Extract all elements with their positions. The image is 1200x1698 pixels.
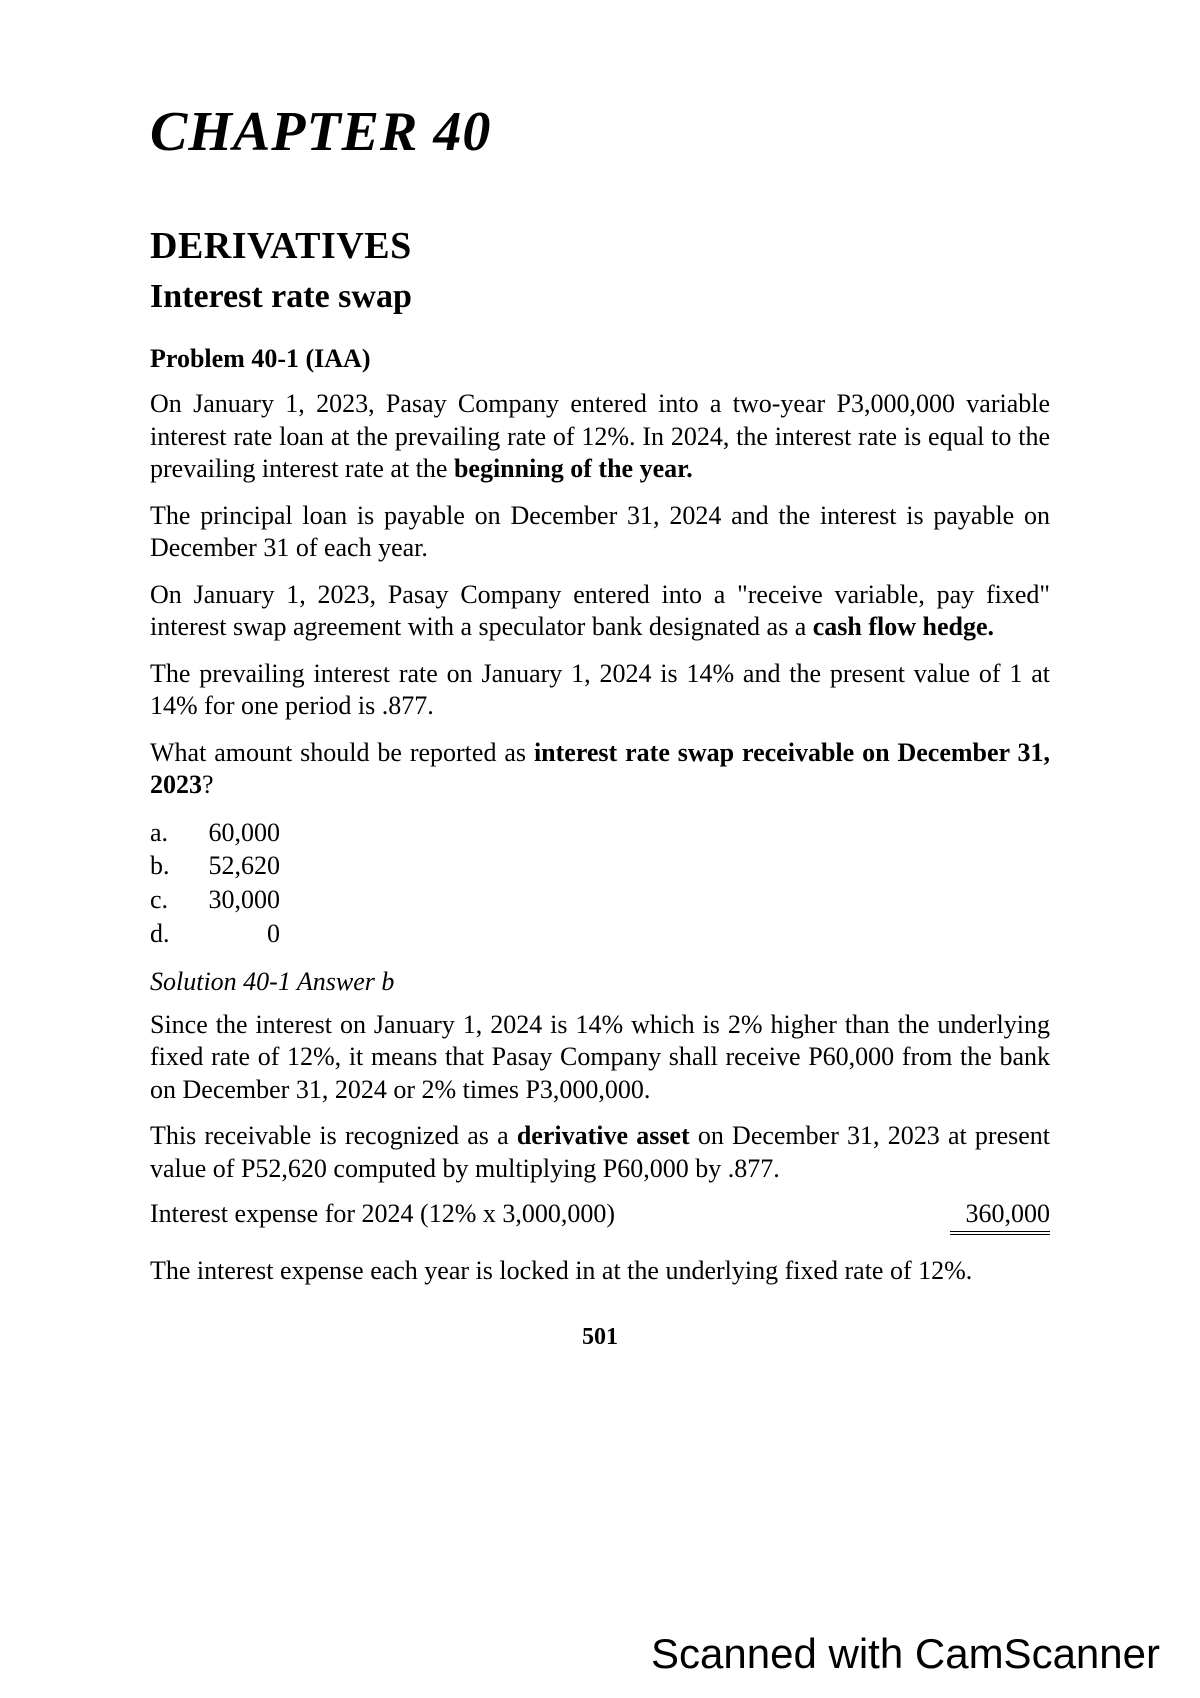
- section-title: DERIVATIVES: [150, 224, 1050, 268]
- solution-para-2: This receivable is recognized as a deriv…: [150, 1120, 1050, 1185]
- option-a: a. 60,000: [150, 816, 1050, 850]
- paragraph-1: On January 1, 2023, Pasay Company entere…: [150, 388, 1050, 486]
- options-list: a. 60,000 b. 52,620 c. 30,000 d. 0: [150, 816, 1050, 951]
- option-b: b. 52,620: [150, 849, 1050, 883]
- paragraph-4: The prevailing interest rate on January …: [150, 658, 1050, 723]
- option-value: 52,620: [190, 849, 280, 883]
- chapter-title: CHAPTER 40: [150, 100, 1050, 164]
- option-value: 30,000: [190, 883, 280, 917]
- option-value: 60,000: [190, 816, 280, 850]
- solution-label: Solution 40-1 Answer b: [150, 967, 1050, 997]
- solution-para-3: The interest expense each year is locked…: [150, 1255, 1050, 1288]
- calc-label-a: Interest expense for: [150, 1199, 362, 1228]
- calc-value: 360,000: [950, 1199, 1050, 1235]
- calc-label-b: 2024: [362, 1199, 414, 1228]
- option-letter: b.: [150, 849, 190, 883]
- sol2-a: This receivable is recognized as a: [150, 1121, 517, 1150]
- para1-bold: beginning of the year.: [454, 454, 693, 483]
- solution-para-1: Since the interest on January 1, 2024 is…: [150, 1009, 1050, 1107]
- paragraph-5: What amount should be reported as intere…: [150, 737, 1050, 802]
- option-d: d. 0: [150, 917, 1050, 951]
- option-letter: d.: [150, 917, 190, 951]
- option-value: 0: [190, 917, 280, 951]
- paragraph-3: On January 1, 2023, Pasay Company entere…: [150, 579, 1050, 644]
- sol2-bold: derivative asset: [517, 1121, 690, 1150]
- paragraph-2: The principal loan is payable on Decembe…: [150, 500, 1050, 565]
- option-letter: c.: [150, 883, 190, 917]
- page-number: 501: [150, 1324, 1050, 1351]
- calculation-row: Interest expense for 2024 (12% x 3,000,0…: [150, 1199, 1050, 1235]
- scanner-watermark: Scanned with CamScanner: [651, 1630, 1160, 1678]
- option-letter: a.: [150, 816, 190, 850]
- para3-bold: cash flow hedge.: [813, 612, 994, 641]
- option-c: c. 30,000: [150, 883, 1050, 917]
- subsection-title: Interest rate swap: [150, 278, 1050, 316]
- calc-label: Interest expense for 2024 (12% x 3,000,0…: [150, 1199, 615, 1229]
- calc-label-c: (12% x 3,000,000): [414, 1199, 615, 1228]
- page-content: CHAPTER 40 DERIVATIVES Interest rate swa…: [0, 0, 1200, 1411]
- para5-q: ?: [202, 770, 214, 799]
- para5-text: What amount should be reported as: [150, 738, 534, 767]
- problem-label: Problem 40-1 (IAA): [150, 344, 1050, 374]
